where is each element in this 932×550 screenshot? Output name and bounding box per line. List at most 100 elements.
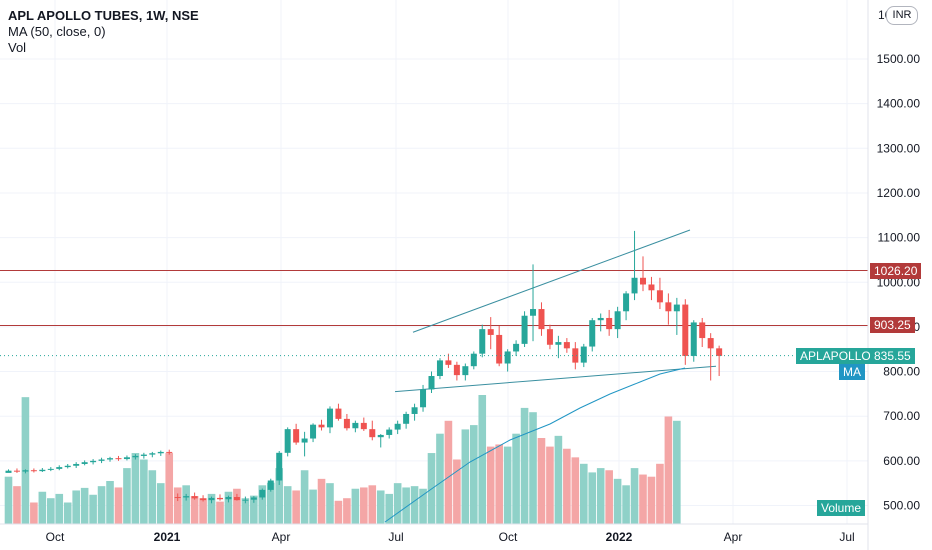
volume-bar xyxy=(106,481,114,524)
volume-bar xyxy=(503,446,512,524)
candle xyxy=(546,324,553,350)
volume-bar xyxy=(38,491,47,524)
y-tick-label: 1000.00 xyxy=(877,275,921,289)
candle xyxy=(707,333,714,381)
candle xyxy=(673,297,680,335)
candle xyxy=(318,419,325,431)
volume-bar xyxy=(334,500,343,524)
candle xyxy=(90,459,97,465)
volume-bar xyxy=(495,444,503,524)
volume-bar xyxy=(630,468,639,524)
candle xyxy=(436,358,443,380)
volume-bar xyxy=(402,487,410,524)
volume-bar xyxy=(410,486,419,524)
lower-trendline xyxy=(394,365,717,393)
candle xyxy=(183,493,190,501)
candle xyxy=(123,455,130,461)
candle xyxy=(140,452,147,459)
candle xyxy=(149,451,156,458)
candle xyxy=(107,456,114,462)
legend-title[interactable]: APL APOLLO TUBES, 1W, NSE xyxy=(8,8,199,23)
ma-line xyxy=(384,367,686,523)
candle xyxy=(614,306,621,339)
volume-bar xyxy=(140,459,148,524)
volume-bar xyxy=(478,395,487,524)
volume-bar xyxy=(436,433,444,524)
candle xyxy=(284,427,291,457)
volume-bar xyxy=(486,446,495,524)
candle xyxy=(369,420,376,441)
candle xyxy=(665,293,672,325)
x-tick-label: Jul xyxy=(839,530,854,544)
legend-vol[interactable]: Vol xyxy=(8,40,27,55)
currency-badge[interactable]: INR xyxy=(886,6,918,25)
y-tick-label: 1500.00 xyxy=(877,52,921,66)
volume-tag: Volume xyxy=(817,500,866,516)
volume-bar xyxy=(529,412,537,524)
volume-bar xyxy=(182,485,190,524)
time-axis[interactable]: Oct 2021 Apr Jul Oct 2022 Apr Jul xyxy=(0,523,868,544)
y-tick-label: 1400.00 xyxy=(877,97,921,111)
volume-bar xyxy=(368,485,377,524)
candle xyxy=(513,340,520,356)
candle xyxy=(301,431,308,457)
volume-bar xyxy=(241,498,250,524)
candle xyxy=(360,417,367,431)
volume-bar xyxy=(258,485,267,524)
y-tick-label: 600.00 xyxy=(883,454,920,468)
volume-bar xyxy=(114,487,123,524)
candle xyxy=(225,495,232,503)
candle xyxy=(73,462,80,468)
candle xyxy=(5,469,12,473)
grid-lines xyxy=(0,0,868,524)
volume-bar xyxy=(4,476,13,524)
candle xyxy=(487,317,494,350)
volume-bar xyxy=(537,438,546,524)
candle xyxy=(682,299,689,365)
volume-bar xyxy=(30,502,38,524)
volume-bar xyxy=(639,474,647,524)
candle xyxy=(47,467,54,472)
candle xyxy=(411,403,418,421)
volume-bar xyxy=(72,490,80,524)
candle xyxy=(13,468,20,473)
volume-bar xyxy=(453,459,461,524)
volume-bar xyxy=(89,494,97,524)
volume-bar xyxy=(224,491,233,524)
legend-ma[interactable]: MA (50, close, 0) xyxy=(8,24,106,39)
candle xyxy=(326,406,333,434)
volume-bar xyxy=(13,486,21,524)
candle xyxy=(250,496,257,503)
volume-bar xyxy=(461,429,470,524)
volume-bar xyxy=(647,476,656,524)
candle xyxy=(22,469,29,474)
candle xyxy=(64,463,71,469)
candle xyxy=(479,324,486,358)
volume-bar xyxy=(554,435,563,524)
candle xyxy=(343,413,350,431)
volume-bar xyxy=(571,457,580,524)
x-tick-label: Apr xyxy=(272,530,291,544)
candle xyxy=(377,434,384,448)
x-tick-label: Oct xyxy=(46,530,65,544)
candle xyxy=(233,493,240,501)
volume-bar xyxy=(199,498,207,524)
trendlines xyxy=(394,229,717,393)
candle xyxy=(699,317,706,347)
candle xyxy=(420,384,427,412)
y-tick-label: 700.00 xyxy=(883,409,920,423)
volume-bar xyxy=(385,493,393,524)
volume-bar xyxy=(622,485,630,524)
candle xyxy=(504,349,511,372)
x-tick-label: Apr xyxy=(724,530,743,544)
volume-bar xyxy=(605,470,613,524)
ma-tag: MA xyxy=(839,363,865,380)
volume-bar xyxy=(546,446,554,524)
candle xyxy=(555,335,562,359)
candle xyxy=(208,496,215,504)
x-tick-label: 2022 xyxy=(606,530,633,544)
candle xyxy=(530,264,537,342)
candle xyxy=(166,449,173,455)
price-tag-903: 903.25 xyxy=(870,317,915,334)
